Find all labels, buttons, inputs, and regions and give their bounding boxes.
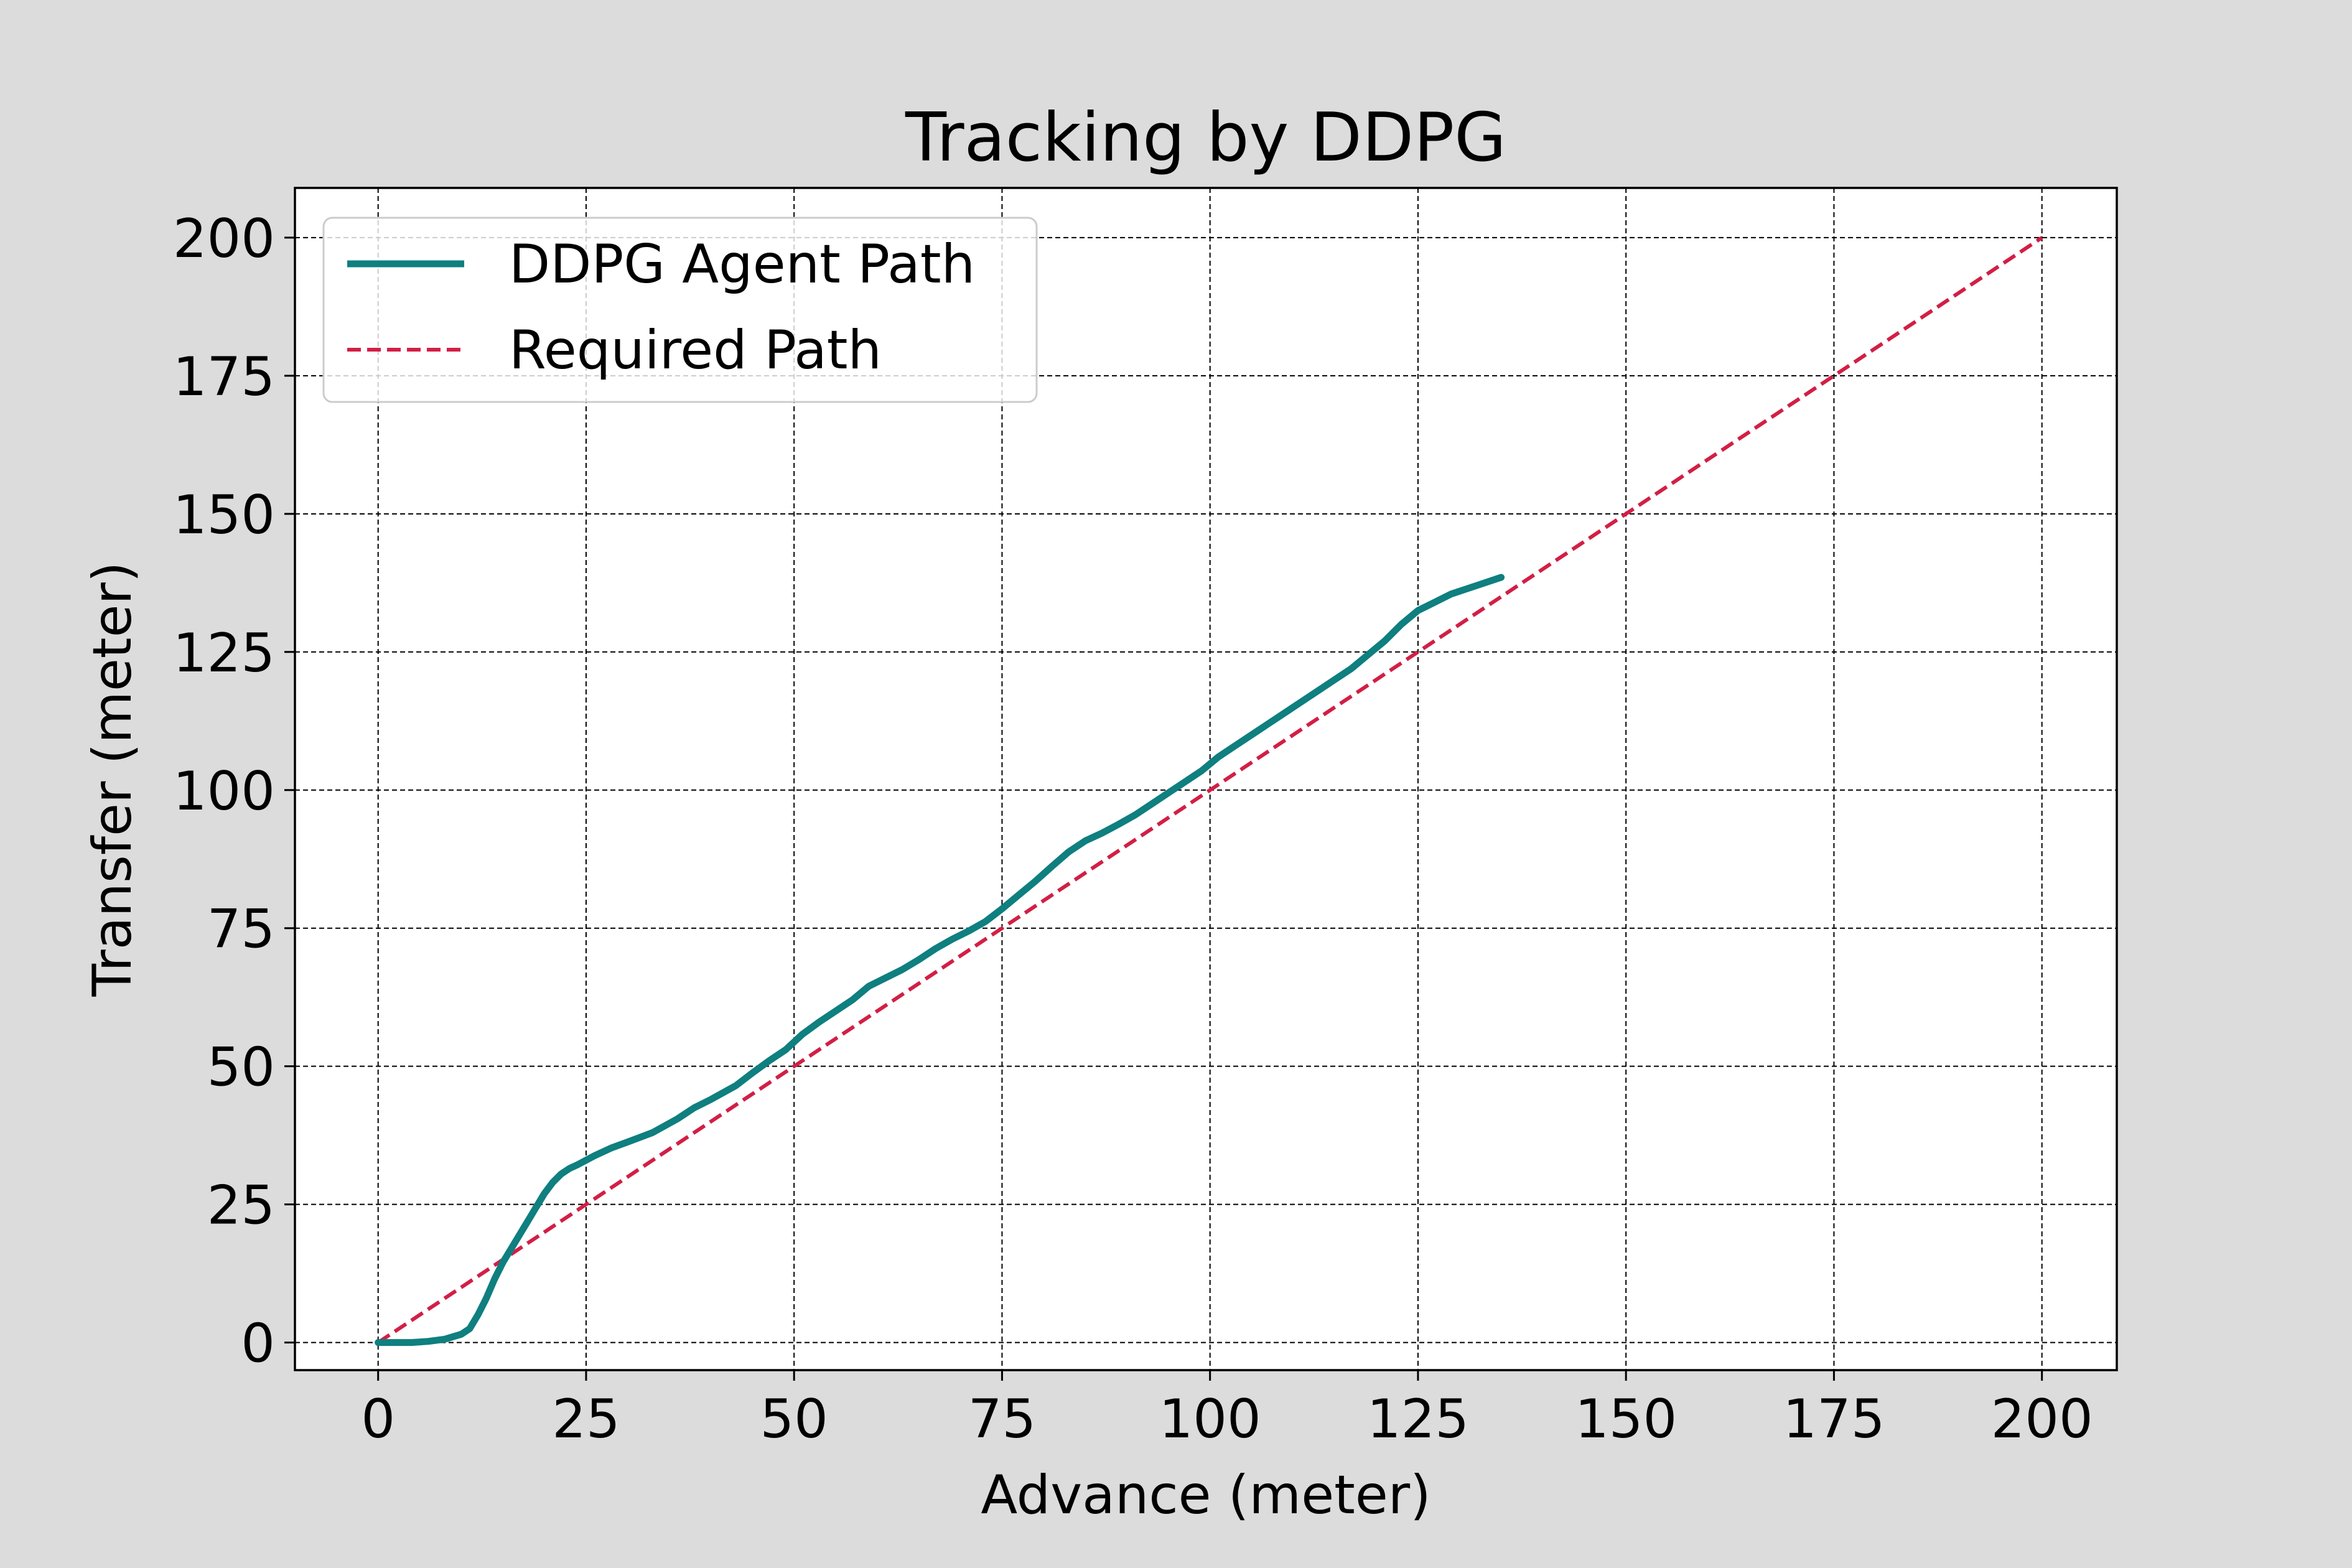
x-axis-label: Advance (meter)	[981, 1464, 1430, 1526]
legend: DDPG Agent Path Required Path	[322, 217, 1038, 403]
x-tick-label: 50	[760, 1388, 828, 1450]
y-tick-label: 0	[241, 1313, 275, 1375]
x-tick-label: 25	[552, 1388, 620, 1450]
y-tick-label: 175	[173, 346, 275, 408]
x-tick-label: 0	[361, 1388, 395, 1450]
x-ticks: 0 25 50 75 100 125 150 175 200	[361, 1370, 2093, 1450]
x-tick-label: 150	[1575, 1388, 1677, 1450]
chart-title: Tracking by DDPG	[905, 99, 1506, 177]
x-tick-label: 125	[1367, 1388, 1469, 1450]
y-axis-label: Transfer (meter)	[82, 562, 144, 997]
x-tick-label: 100	[1159, 1388, 1261, 1450]
series-line-required-path	[377, 236, 2043, 1345]
y-tick-label: 150	[173, 484, 275, 546]
y-tick-label: 75	[207, 898, 275, 961]
legend-label-ddpg-agent-path: DDPG Agent Path	[509, 233, 975, 296]
y-ticks: 0 25 50 75 100 125 150 175 200	[173, 208, 295, 1375]
x-tick-label: 75	[968, 1388, 1036, 1450]
legend-box	[322, 217, 1038, 403]
x-tick-label: 200	[1991, 1388, 2093, 1450]
series-line-ddpg-agent-path	[375, 574, 1505, 1346]
y-tick-label: 100	[173, 760, 275, 823]
y-tick-label: 200	[173, 208, 275, 270]
series-layer	[375, 236, 2043, 1346]
x-tick-label: 175	[1783, 1388, 1885, 1450]
y-tick-label: 125	[173, 622, 275, 684]
plot-frame	[294, 187, 2118, 1371]
y-tick-label: 25	[207, 1175, 275, 1237]
legend-label-required-path: Required Path	[509, 319, 882, 381]
y-tick-label: 50	[207, 1037, 275, 1099]
